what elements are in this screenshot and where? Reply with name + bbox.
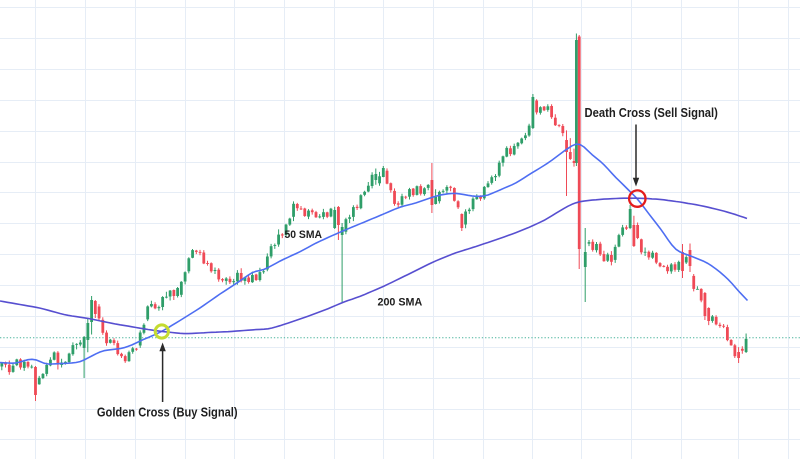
svg-text:50 SMA: 50 SMA	[285, 229, 323, 241]
svg-text:Golden Cross (Buy Signal): Golden Cross (Buy Signal)	[97, 405, 238, 420]
svg-text:200 SMA: 200 SMA	[378, 296, 423, 308]
svg-text:Death Cross (Sell Signal): Death Cross (Sell Signal)	[585, 105, 718, 120]
